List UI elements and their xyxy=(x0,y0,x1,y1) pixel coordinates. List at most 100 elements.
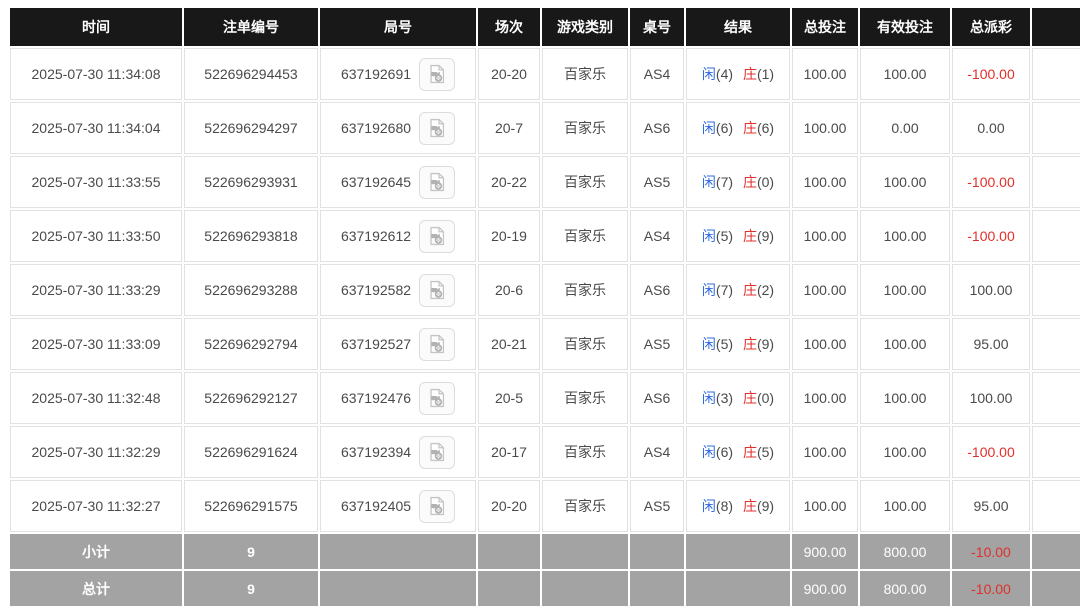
table-no-cell: AS4 xyxy=(630,48,684,100)
player-label: 闲 xyxy=(701,390,716,406)
header-valid-bet: 有效投注 xyxy=(860,8,950,46)
game-type-cell: 百家乐 xyxy=(542,48,628,100)
table-footer: 小计 9 900.00 800.00 -10.00 总计 9 xyxy=(10,534,1080,606)
header-session: 场次 xyxy=(478,8,540,46)
result-cell: 闲(6) 庄(6) xyxy=(686,102,790,154)
valid-bet-cell: 100.00 xyxy=(860,426,950,478)
total-payout-cell: 95.00 xyxy=(952,480,1030,532)
valid-bet-cell: 0.00 xyxy=(860,102,950,154)
bet-id-cell: 522696291624 xyxy=(184,426,318,478)
table-row: 2025-07-30 11:32:27 522696291575 6371924… xyxy=(10,480,1080,532)
banker-label: 庄 xyxy=(742,66,757,82)
session-cell: 20-7 xyxy=(478,102,540,154)
video-replay-button[interactable] xyxy=(419,327,456,361)
summary-valid-bet: 800.00 xyxy=(860,571,950,606)
round-id-text: 637192691 xyxy=(340,66,412,82)
round-id-text: 637192680 xyxy=(340,120,412,136)
banker-label: 庄 xyxy=(742,120,757,136)
summary-count: 9 xyxy=(184,534,318,569)
summary-empty-cell xyxy=(320,571,476,606)
bet-history-table: 时间 注单编号 局号 场次 游戏类别 桌号 结果 总投注 有效投注 总派彩 20… xyxy=(8,6,1080,608)
player-points: (6) xyxy=(715,120,734,136)
table-row: 2025-07-30 11:33:55 522696293931 6371926… xyxy=(10,156,1080,208)
summary-total-bet: 900.00 xyxy=(792,571,858,606)
total-bet-cell[interactable]: 100.00 xyxy=(792,480,858,532)
result-cell: 闲(3) 庄(0) xyxy=(686,372,790,424)
video-replay-button[interactable] xyxy=(419,165,456,199)
player-label: 闲 xyxy=(701,498,716,514)
time-cell: 2025-07-30 11:32:48 xyxy=(10,372,182,424)
result-cell: 闲(8) 庄(9) xyxy=(686,480,790,532)
bet-id-cell: 522696294453 xyxy=(184,48,318,100)
session-cell: 20-21 xyxy=(478,318,540,370)
total-bet-cell[interactable]: 100.00 xyxy=(792,318,858,370)
round-id-text: 637192612 xyxy=(340,228,412,244)
session-cell: 20-20 xyxy=(478,48,540,100)
total-bet-cell[interactable]: 100.00 xyxy=(792,156,858,208)
result-cell: 闲(5) 庄(9) xyxy=(686,210,790,262)
summary-empty-cell xyxy=(542,571,628,606)
total-bet-cell[interactable]: 100.00 xyxy=(792,372,858,424)
banker-label: 庄 xyxy=(742,444,757,460)
total-payout-cell: 100.00 xyxy=(952,264,1030,316)
session-cell: 20-20 xyxy=(478,480,540,532)
video-replay-button[interactable] xyxy=(419,489,456,523)
total-payout-cell: 0.00 xyxy=(952,102,1030,154)
table-row: 2025-07-30 11:33:29 522696293288 6371925… xyxy=(10,264,1080,316)
summary-total-bet: 900.00 xyxy=(792,534,858,569)
video-replay-button[interactable] xyxy=(419,381,456,415)
valid-bet-cell: 100.00 xyxy=(860,480,950,532)
video-replay-button[interactable] xyxy=(419,219,456,253)
player-points: (7) xyxy=(715,282,734,298)
banker-points: (0) xyxy=(756,390,775,406)
player-points: (5) xyxy=(715,336,734,352)
video-file-icon xyxy=(426,333,448,355)
round-id-cell: 637192582 xyxy=(320,264,476,316)
video-replay-button[interactable] xyxy=(419,111,456,145)
summary-empty-cell xyxy=(686,534,790,569)
player-points: (3) xyxy=(715,390,734,406)
header-game-type: 游戏类别 xyxy=(542,8,628,46)
valid-bet-cell: 100.00 xyxy=(860,156,950,208)
summary-total-payout: -10.00 xyxy=(952,534,1030,569)
total-payout-cell: -100.00 xyxy=(952,156,1030,208)
bet-id-cell: 522696291575 xyxy=(184,480,318,532)
summary-valid-bet: 800.00 xyxy=(860,534,950,569)
player-label: 闲 xyxy=(701,228,716,244)
video-replay-button[interactable] xyxy=(419,435,456,469)
game-type-cell: 百家乐 xyxy=(542,318,628,370)
valid-bet-cell: 100.00 xyxy=(860,318,950,370)
time-cell: 2025-07-30 11:33:29 xyxy=(10,264,182,316)
extra-cell xyxy=(1032,426,1080,478)
player-label: 闲 xyxy=(701,174,716,190)
video-file-icon xyxy=(426,171,448,193)
table-no-cell: AS6 xyxy=(630,372,684,424)
total-bet-cell[interactable]: 100.00 xyxy=(792,48,858,100)
banker-points: (5) xyxy=(756,444,775,460)
round-id-text: 637192476 xyxy=(340,390,412,406)
total-bet-cell[interactable]: 100.00 xyxy=(792,426,858,478)
round-id-text: 637192582 xyxy=(340,282,412,298)
total-bet-cell[interactable]: 100.00 xyxy=(792,264,858,316)
banker-points: (0) xyxy=(756,174,775,190)
session-cell: 20-17 xyxy=(478,426,540,478)
extra-cell xyxy=(1032,156,1080,208)
video-replay-button[interactable] xyxy=(419,273,456,307)
session-cell: 20-22 xyxy=(478,156,540,208)
round-id-cell: 637192394 xyxy=(320,426,476,478)
video-replay-button[interactable] xyxy=(419,57,456,91)
round-id-cell: 637192527 xyxy=(320,318,476,370)
total-payout-cell: -100.00 xyxy=(952,48,1030,100)
banker-points: (6) xyxy=(756,120,775,136)
round-id-cell: 637192612 xyxy=(320,210,476,262)
extra-cell xyxy=(1032,48,1080,100)
game-type-cell: 百家乐 xyxy=(542,480,628,532)
header-total-payout: 总派彩 xyxy=(952,8,1030,46)
summary-empty-cell xyxy=(1032,534,1080,569)
total-bet-cell[interactable]: 100.00 xyxy=(792,210,858,262)
game-type-cell: 百家乐 xyxy=(542,102,628,154)
time-cell: 2025-07-30 11:34:08 xyxy=(10,48,182,100)
banker-label: 庄 xyxy=(742,336,757,352)
table-body: 2025-07-30 11:34:08 522696294453 6371926… xyxy=(10,48,1080,532)
total-bet-cell[interactable]: 100.00 xyxy=(792,102,858,154)
